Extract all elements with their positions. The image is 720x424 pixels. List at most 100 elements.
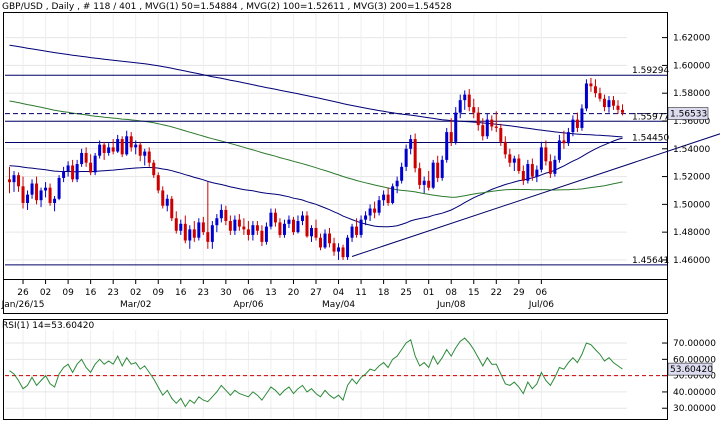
candle-bear bbox=[120, 139, 124, 155]
candle-bull bbox=[188, 229, 192, 241]
month-label: Mar/02 bbox=[120, 300, 151, 310]
candle-bear bbox=[593, 86, 597, 94]
month-label: Jan/26/15 bbox=[1, 300, 45, 310]
candle-bear bbox=[224, 209, 228, 222]
candle-bear bbox=[589, 83, 593, 87]
candle-bull bbox=[165, 198, 169, 206]
x-tick-label: 15 bbox=[468, 288, 479, 298]
candle-bull bbox=[210, 225, 214, 242]
candle-bull bbox=[445, 132, 449, 160]
chart-header: GBP/USD , Daily , # 118 / 401 , MVG(1) 5… bbox=[2, 2, 452, 12]
rsi-current-label: 53.60420 bbox=[670, 365, 713, 375]
candle-bull bbox=[98, 144, 102, 156]
x-tick-label: 16 bbox=[175, 288, 187, 298]
x-tick-label: 08 bbox=[445, 288, 457, 298]
rsi-panel-frame bbox=[3, 319, 668, 420]
candle-bear bbox=[602, 98, 606, 108]
candle-bull bbox=[287, 219, 291, 224]
price-tick-label: 1.50000 bbox=[673, 200, 710, 210]
candle-bull bbox=[134, 144, 138, 148]
price-tick-label: 1.60000 bbox=[673, 61, 710, 71]
candle-bear bbox=[319, 237, 323, 248]
x-tick-label: 22 bbox=[491, 288, 502, 298]
candle-bull bbox=[264, 226, 268, 242]
candle-bull bbox=[323, 233, 327, 248]
trendlines bbox=[351, 133, 720, 257]
candle-bull bbox=[282, 223, 286, 235]
candle-bull bbox=[75, 164, 79, 180]
candle-bull bbox=[400, 166, 404, 181]
candle-bear bbox=[156, 175, 160, 191]
candle-bear bbox=[35, 183, 39, 201]
candle-bear bbox=[472, 107, 476, 113]
price-tick-label: 1.54000 bbox=[673, 145, 710, 155]
level-label: 1.59294 bbox=[632, 66, 669, 76]
candle-bear bbox=[530, 164, 534, 177]
mvg50-line bbox=[9, 137, 623, 228]
candle-bull bbox=[179, 223, 183, 231]
candle-bear bbox=[71, 165, 75, 180]
candle-bull bbox=[431, 162, 435, 188]
candle-bear bbox=[503, 141, 507, 155]
candle-bear bbox=[508, 154, 512, 163]
candle-bear bbox=[242, 226, 246, 230]
candle-bull bbox=[53, 198, 57, 203]
candle-bull bbox=[463, 94, 467, 101]
candle-bull bbox=[422, 180, 426, 185]
candle-bear bbox=[192, 229, 196, 238]
candle-bull bbox=[93, 155, 97, 173]
x-tick-label: 02 bbox=[40, 288, 51, 298]
candle-bear bbox=[305, 215, 309, 237]
current-price-badge bbox=[667, 107, 709, 120]
candle-bear bbox=[562, 140, 566, 144]
rsi-tick-label: 30.00000 bbox=[673, 404, 716, 414]
candle-bear bbox=[111, 147, 115, 152]
candle-bear bbox=[476, 112, 480, 126]
candle-bull bbox=[440, 159, 444, 178]
candle-bull bbox=[539, 147, 543, 170]
candle-bull bbox=[269, 212, 273, 227]
current-price-label: 1.56533 bbox=[670, 110, 707, 120]
candle-bear bbox=[255, 225, 259, 231]
price-tick-label: 1.52000 bbox=[673, 173, 710, 183]
candle-bull bbox=[107, 147, 111, 153]
timeframe: Daily bbox=[51, 2, 74, 12]
rsi-line bbox=[9, 337, 623, 408]
candle-bear bbox=[89, 162, 93, 173]
x-tick-label: 18 bbox=[378, 288, 390, 298]
candle-bear bbox=[129, 136, 133, 148]
candle-bear bbox=[17, 175, 21, 187]
rsi-indicator: 30.00000 40.00000 50.00000 60.00000 70.00000… bbox=[5, 337, 716, 414]
candle-bull bbox=[458, 100, 462, 113]
candle-bull bbox=[557, 140, 561, 160]
candle-bull bbox=[80, 152, 84, 165]
candle-bear bbox=[427, 180, 431, 188]
x-tick-label: 27 bbox=[310, 288, 321, 298]
candle-bear bbox=[341, 247, 345, 258]
x-tick-label: 26 bbox=[17, 288, 29, 298]
header-sep-5: , bbox=[345, 2, 354, 12]
candle-bull bbox=[526, 164, 530, 181]
x-tick-label: 20 bbox=[288, 288, 300, 298]
candle-bear bbox=[147, 151, 151, 163]
candle-bull bbox=[57, 177, 61, 199]
x-tick-label: 25 bbox=[400, 288, 411, 298]
candle-bull bbox=[309, 227, 313, 237]
x-tick-label: 23 bbox=[198, 288, 209, 298]
candle-bull bbox=[197, 222, 201, 238]
candle-bear bbox=[170, 198, 174, 219]
candle-bull bbox=[30, 183, 34, 195]
x-tick-label: 04 bbox=[333, 288, 345, 298]
candle-bear bbox=[521, 171, 525, 181]
candle-bull bbox=[300, 215, 304, 222]
candle-bull bbox=[382, 194, 386, 201]
candle-bear bbox=[278, 222, 282, 235]
x-tick-label: 01 bbox=[423, 288, 434, 298]
bar-index: # 118 / 401 bbox=[83, 2, 137, 12]
candle-bull bbox=[350, 226, 354, 238]
rsi-current-badge bbox=[667, 362, 713, 376]
moving-averages bbox=[9, 44, 623, 228]
candle-bull bbox=[377, 200, 381, 213]
price-tick-label: 1.58000 bbox=[673, 89, 710, 99]
